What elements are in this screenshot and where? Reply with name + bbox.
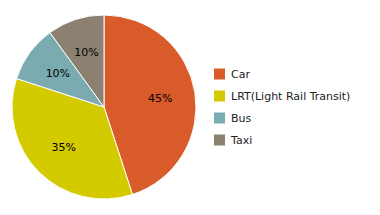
- legend-swatch: [214, 69, 225, 80]
- chart: 45% 35% 10% 10% Car LRT(Light Rail Transit) Bu…: [0, 0, 380, 215]
- legend-swatch: [214, 91, 225, 102]
- data-label: 10%: [74, 46, 98, 59]
- legend-label: Car: [231, 68, 250, 81]
- legend-swatch: [214, 135, 225, 146]
- chart-container: 45% 35% 10% 10% Car LRT(Light Rail Transit) Bu…: [0, 0, 380, 215]
- legend-label: Bus: [231, 112, 252, 125]
- data-label: 10%: [46, 67, 70, 80]
- data-label: 45%: [148, 92, 172, 105]
- pie-slice: [50, 15, 104, 107]
- legend: Car LRT(Light Rail Transit) Bus Taxi: [214, 68, 350, 147]
- data-labels: 45% 35% 10% 10%: [46, 46, 173, 154]
- legend-swatch: [214, 113, 225, 124]
- pie: [12, 15, 196, 199]
- data-label: 35%: [51, 141, 75, 154]
- legend-label: LRT(Light Rail Transit): [231, 90, 350, 103]
- legend-label: Taxi: [230, 134, 252, 147]
